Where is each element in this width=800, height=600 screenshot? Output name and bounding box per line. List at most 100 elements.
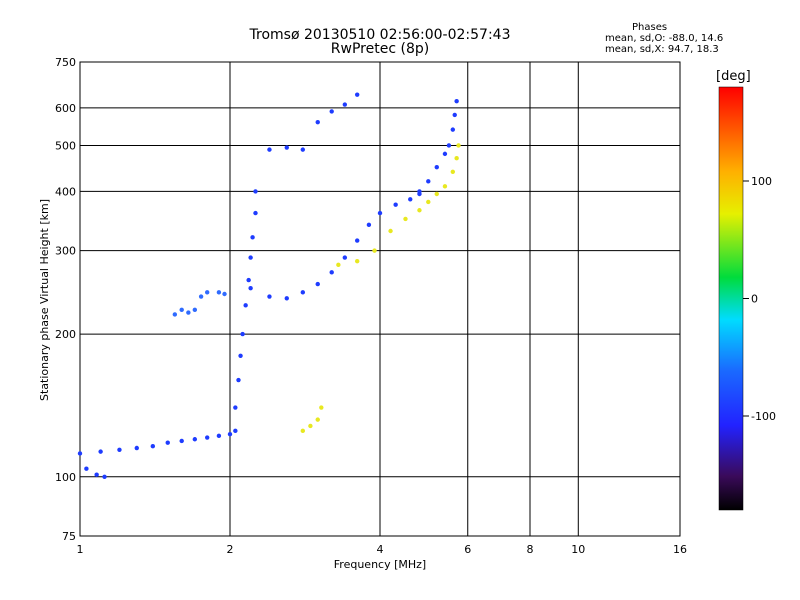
data-point <box>426 179 431 184</box>
data-point <box>315 281 320 287</box>
data-point <box>243 303 248 308</box>
data-point <box>267 294 272 299</box>
data-point <box>450 127 456 132</box>
x-tick-label: 16 <box>673 543 687 556</box>
colorbar-unit: [deg] <box>716 69 751 84</box>
colorbar <box>718 86 744 511</box>
x-tick-label: 6 <box>464 543 471 556</box>
x-tick-label: 2 <box>227 543 234 556</box>
data-point <box>315 417 320 422</box>
data-point <box>393 202 398 207</box>
y-tick-label: 400 <box>55 185 76 198</box>
x-tick-label: 10 <box>571 543 585 556</box>
data-point <box>319 405 324 410</box>
chart-title-line2: RwPretec (8p) <box>330 41 430 57</box>
data-point <box>204 435 210 440</box>
data-point <box>300 147 306 152</box>
y-tick-label: 200 <box>55 328 76 341</box>
data-point <box>377 210 383 216</box>
data-point <box>102 474 107 479</box>
phase-stats-heading: Phases <box>632 22 668 33</box>
data-point <box>450 169 456 174</box>
x-tick-label: 8 <box>527 543 534 556</box>
data-point <box>336 262 341 268</box>
data-point <box>426 199 431 205</box>
data-point <box>354 238 360 243</box>
data-point <box>354 92 360 97</box>
data-point <box>354 258 360 264</box>
data-point <box>452 112 457 118</box>
data-point <box>233 405 238 410</box>
data-point <box>227 431 233 437</box>
y-axis-ticks: 750 600 500 400 300 200 100 75 <box>55 56 76 543</box>
data-point <box>248 285 253 291</box>
data-points <box>77 92 461 479</box>
x-axis-label: Frequency [MHz] <box>333 558 427 571</box>
data-point <box>238 353 243 358</box>
data-point <box>236 377 241 383</box>
data-point <box>403 216 408 222</box>
chart-title-line1: Tromsø 20130510 02:56:00-02:57:43 <box>249 27 511 43</box>
data-point <box>329 270 334 275</box>
data-point <box>366 222 372 228</box>
colorbar-tick-label: 100 <box>751 175 772 188</box>
data-point <box>434 164 439 170</box>
colorbar-tick-label: 0 <box>751 293 758 306</box>
data-point <box>77 451 83 456</box>
y-tick-label: 750 <box>55 56 76 69</box>
grid-lines <box>80 62 680 536</box>
data-point <box>342 255 348 260</box>
data-point <box>248 255 253 260</box>
colorbar-tick-label: -100 <box>751 410 776 423</box>
data-point <box>98 449 103 454</box>
data-point <box>253 189 258 194</box>
data-point <box>172 312 178 317</box>
y-tick-label: 500 <box>55 139 76 152</box>
y-tick-label: 300 <box>55 245 76 258</box>
data-point <box>372 248 377 253</box>
data-point <box>408 197 413 202</box>
data-point <box>240 331 245 337</box>
x-tick-label: 4 <box>377 543 384 556</box>
data-point <box>179 438 184 444</box>
y-tick-label: 75 <box>62 530 76 543</box>
y-tick-label: 100 <box>55 471 76 484</box>
data-point <box>84 466 89 471</box>
data-point <box>179 307 184 313</box>
data-point <box>442 151 448 157</box>
data-point <box>446 143 452 148</box>
data-point <box>94 472 99 477</box>
data-point <box>454 98 459 104</box>
phase-stats-o: mean, sd,O: -88.0, 14.6 <box>605 33 724 44</box>
data-point <box>456 143 461 148</box>
data-point <box>284 145 289 150</box>
data-point <box>442 184 448 189</box>
data-point <box>150 444 156 449</box>
data-point <box>186 310 191 315</box>
data-point <box>165 440 170 445</box>
data-point <box>267 147 272 152</box>
data-point <box>454 156 459 161</box>
data-point <box>117 447 122 453</box>
x-axis-ticks: 1 2 4 6 8 10 16 <box>77 543 688 556</box>
data-point <box>417 189 422 194</box>
data-point <box>222 291 227 297</box>
data-point <box>216 433 222 439</box>
data-point <box>434 191 439 197</box>
data-point <box>388 228 393 234</box>
data-point <box>198 294 204 299</box>
data-point <box>192 437 198 442</box>
data-point <box>253 210 258 216</box>
data-point <box>300 290 306 295</box>
data-point <box>233 428 238 434</box>
data-point <box>216 290 222 295</box>
colorbar-ticks: 100 0 -100 <box>743 175 776 423</box>
y-axis-label: Stationary phase Virtual Height [km] <box>38 198 51 402</box>
data-point <box>246 277 251 283</box>
data-point <box>284 296 289 301</box>
data-point <box>250 235 255 240</box>
data-point <box>204 290 210 295</box>
data-point <box>329 109 334 114</box>
data-point <box>300 428 306 434</box>
